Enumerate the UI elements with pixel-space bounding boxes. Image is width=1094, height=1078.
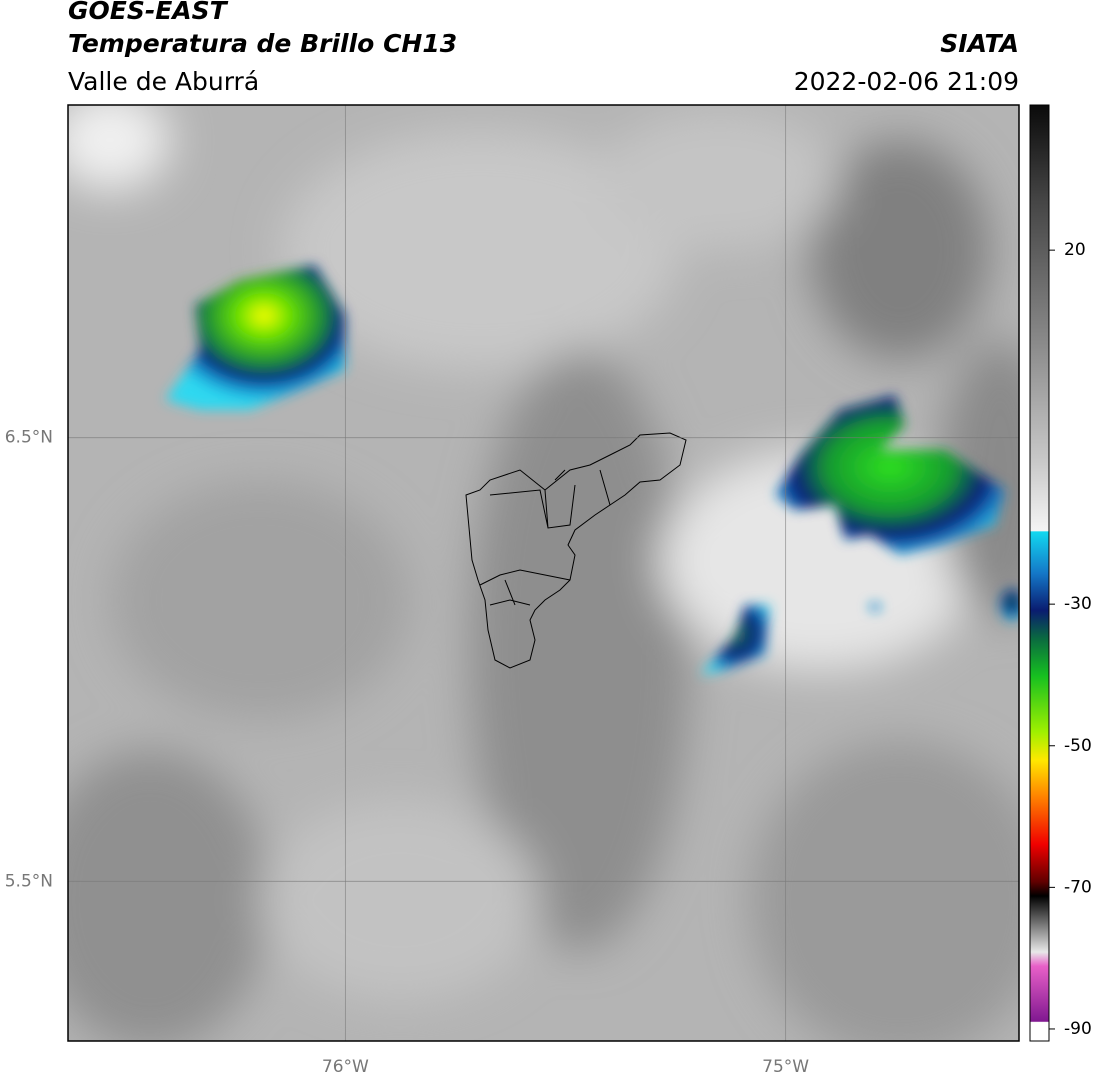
satellite-image	[68, 105, 1019, 1041]
lon-tick-label: 75°W	[762, 1057, 809, 1077]
colorbar-tick-label: -30	[1064, 594, 1092, 614]
subtitle: Temperatura de Brillo CH13	[68, 29, 457, 58]
datetime: 2022-02-06 21:09	[794, 67, 1019, 96]
lat-tick-label: 5.5°N	[5, 871, 53, 891]
lat-tick-label: 6.5°N	[5, 428, 53, 448]
colorbar-tick-label: -70	[1064, 877, 1092, 897]
colorbar-tick-label: -90	[1064, 1019, 1092, 1039]
lon-tick-label: 76°W	[322, 1057, 369, 1077]
title: GOES-EAST	[68, 0, 229, 25]
region: Valle de Aburrá	[68, 67, 259, 96]
colorbar-tick-label: 20	[1064, 240, 1086, 260]
colorbar	[1029, 104, 1050, 1042]
source: SIATA	[940, 29, 1019, 58]
colorbar-tick-label: -50	[1064, 736, 1092, 756]
map-frame	[67, 104, 1020, 1042]
